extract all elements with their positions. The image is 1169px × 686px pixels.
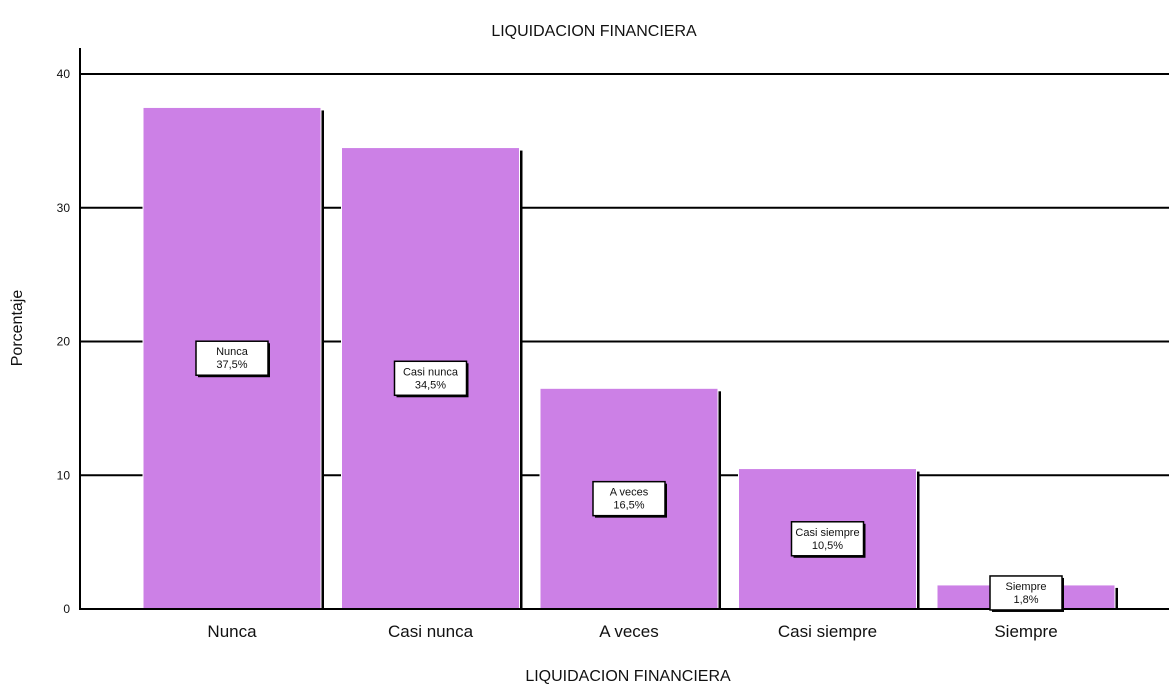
data-label-box	[393, 360, 468, 397]
data-label-box	[195, 340, 269, 376]
data-label-text: Casi siempre	[795, 527, 859, 539]
x-categories: Nunca Casi nunca A veces Casi siempre Siempr…	[207, 622, 1057, 641]
x-tick-label: A veces	[599, 622, 659, 641]
chart-title: LIQUIDACION FINANCIERA	[491, 23, 697, 40]
y-tick-label: 40	[57, 67, 71, 81]
x-tick-label: Casi nunca	[388, 622, 474, 641]
data-label-text: 34,5%	[415, 379, 446, 391]
y-tick-label: 10	[57, 468, 71, 482]
y-ticks: 0 10 20 30 40	[57, 67, 71, 616]
bars	[142, 106, 1118, 610]
y-tick-label: 20	[57, 335, 71, 349]
y-axis-label: Porcentaje	[9, 290, 26, 367]
data-label-text: A veces	[610, 487, 649, 499]
y-tick-label: 0	[63, 602, 70, 616]
y-tick-label: 30	[57, 201, 71, 215]
data-label-box	[592, 480, 666, 517]
x-tick-label: Casi siempre	[778, 622, 877, 641]
data-label-text: 10,5%	[812, 540, 843, 552]
x-axis-label: LIQUIDACION FINANCIERA	[525, 668, 731, 685]
x-tick-label: Nunca	[207, 622, 257, 641]
data-label-box	[989, 575, 1063, 611]
x-tick-label: Siempre	[994, 622, 1057, 641]
data-label-text: 37,5%	[216, 359, 247, 371]
data-label-text: Siempre	[1006, 581, 1047, 593]
data-label-text: Nunca	[216, 346, 249, 358]
data-label-text: Casi nunca	[403, 366, 459, 378]
data-label-box	[790, 521, 865, 557]
data-label-text: 1,8%	[1013, 594, 1038, 606]
data-label-text: 16,5%	[613, 500, 644, 512]
